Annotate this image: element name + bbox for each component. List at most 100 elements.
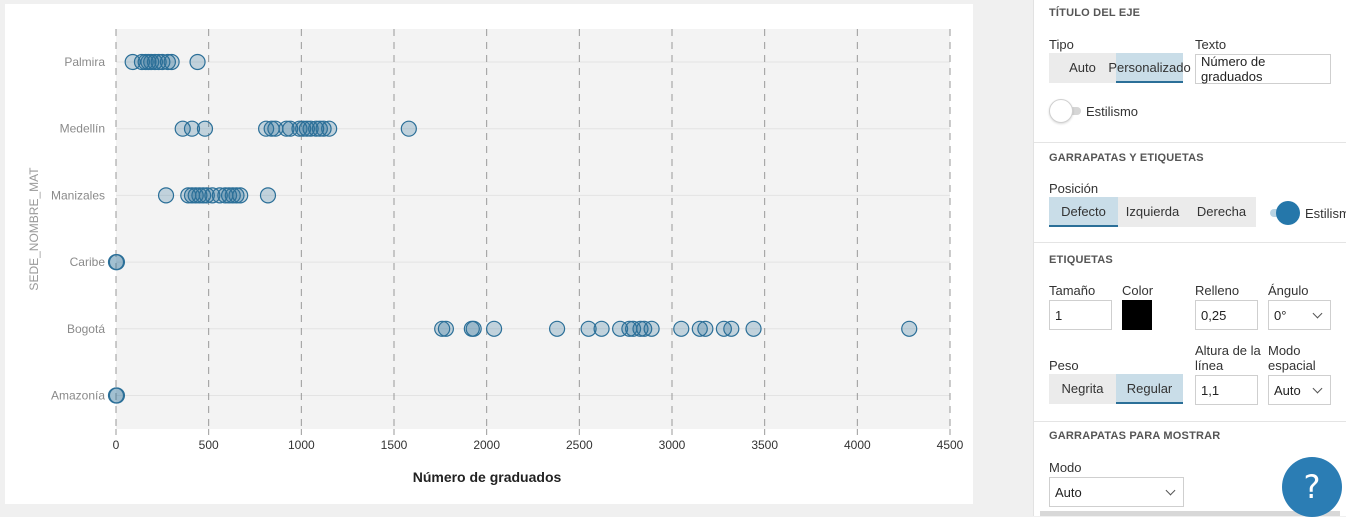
scatter-point [198,187,215,204]
panel-horizontal-scrollbar[interactable] [1040,511,1340,516]
chart-card: 0 500 1000 1500 2000 2500 3000 3500 4000 4500 Palm… [5,4,973,504]
tipo-label: Tipo [1049,37,1074,52]
scatter-point [195,187,212,204]
altura-label-line2: línea [1195,358,1224,373]
scatter-point [302,120,319,137]
scatter-point [124,53,141,71]
scatter-point [282,120,299,137]
x-tick-label: 3000 [659,438,686,452]
texto-label: Texto [1195,37,1227,52]
divider [1034,242,1346,243]
help-button[interactable]: ? [1282,457,1342,517]
modo-espacial-value: Auto [1274,382,1301,398]
scatter-point [311,120,328,137]
modo-label: Modo [1049,460,1082,475]
scatter-point [437,320,454,337]
relleno-label: Relleno [1195,283,1240,298]
angulo-label: Ángulo [1268,283,1309,298]
scatter-point [196,120,214,137]
tamano-input[interactable]: 1 [1049,300,1112,330]
axis-title-text-input[interactable]: Número de graduados [1195,54,1331,84]
peso-negrita-button[interactable]: Negrita [1049,374,1116,404]
altura-label: Altura de la línea [1195,343,1261,373]
estilismo-toggle[interactable] [1049,99,1083,123]
scatter-point [673,320,690,337]
color-label: Color [1122,283,1154,298]
modo-espacial-label-line1: Modo [1268,343,1301,358]
scatter-point [400,120,417,137]
x-tick-label: 0 [113,438,120,452]
y-category-label: Bogotá [67,322,105,336]
tipo-auto-button[interactable]: Auto [1049,53,1116,83]
estilismo-ticks-toggle[interactable] [1266,201,1300,225]
scatter-point [174,120,191,137]
y-category-label: Medellín [60,122,105,136]
scatter-point [133,53,151,71]
scatter-point [315,120,332,137]
divider [1034,421,1346,422]
toggle-knob [1049,99,1073,123]
modo-value: Auto [1055,484,1082,500]
scatter-point [189,53,206,71]
posicion-derecha-button[interactable]: Derecha [1187,197,1256,227]
scatter-point [697,320,714,337]
peso-segmented-control: Negrita Regular [1049,374,1183,404]
y-category-label: Amazonía [51,389,105,403]
scatter-point [183,120,201,137]
posicion-defecto-button[interactable]: Defecto [1049,197,1118,227]
peso-regular-button[interactable]: Regular [1116,374,1183,404]
scatter-point [465,320,482,337]
scatter-point [258,120,275,137]
scatter-point [228,187,245,204]
y-category-label: Caribe [70,255,106,269]
modo-espacial-select[interactable]: Auto [1268,375,1331,405]
scatter-point [691,320,708,337]
scatter-point [154,53,171,71]
scatter-point [901,320,918,337]
y-axis-title: SEDE_NOMBRE_MAT [27,167,41,291]
scatter-point [548,320,566,337]
scatter-point [580,320,597,337]
x-axis-title: Número de graduados [413,469,562,485]
modo-espacial-label-line2: espacial [1268,358,1316,373]
color-swatch[interactable] [1122,300,1152,330]
labels-section-header: ETIQUETAS [1049,254,1113,266]
scatter-point [745,320,762,337]
chart-scroll-gutter [973,0,1033,516]
tipo-personalizado-button[interactable]: Personalizado [1108,53,1191,83]
settings-panel: TÍTULO DEL EJE Tipo Texto Auto Personali… [1033,0,1346,516]
chevron-down-icon [1312,308,1323,318]
scatter-point [232,187,249,204]
scatter-point [163,53,180,71]
chevron-down-icon [1312,383,1323,393]
scatter-point [434,320,451,337]
relleno-input[interactable]: 0,25 [1195,300,1258,330]
tamano-label: Tamaño [1049,283,1096,298]
scatter-point [108,254,126,271]
scatter-point [298,120,315,137]
scatter-point [278,120,295,137]
chevron-down-icon [1165,485,1176,495]
toggle-knob [1276,201,1300,225]
scatter-point [612,320,629,337]
scatter-chart: 0 500 1000 1500 2000 2500 3000 3500 4000 4500 Palm… [27,29,964,485]
divider [1034,142,1346,143]
x-tick-label: 4000 [844,438,871,452]
show-ticks-section-header: GARRAPATAS PARA MOSTRAR [1049,430,1221,442]
y-category-label: Manizales [51,188,105,202]
angulo-select[interactable]: 0° [1268,300,1331,330]
posicion-segmented-control: Defecto Izquierda Derecha [1049,197,1256,227]
scatter-point [159,53,176,71]
scatter-point [211,187,228,204]
posicion-izquierda-button[interactable]: Izquierda [1118,197,1187,227]
altura-linea-input[interactable]: 1,1 [1195,375,1258,405]
plot-area [116,29,950,429]
scatter-point [632,320,649,337]
modo-espacial-label: Modo espacial [1268,343,1316,373]
scatter-point [157,187,175,204]
scatter-point [321,120,338,137]
x-tick-label: 3500 [751,438,778,452]
estilismo-label: Estilismo [1086,104,1139,119]
modo-select[interactable]: Auto [1049,477,1184,507]
ticks-section-header: GARRAPATAS Y ETIQUETAS [1049,152,1204,164]
